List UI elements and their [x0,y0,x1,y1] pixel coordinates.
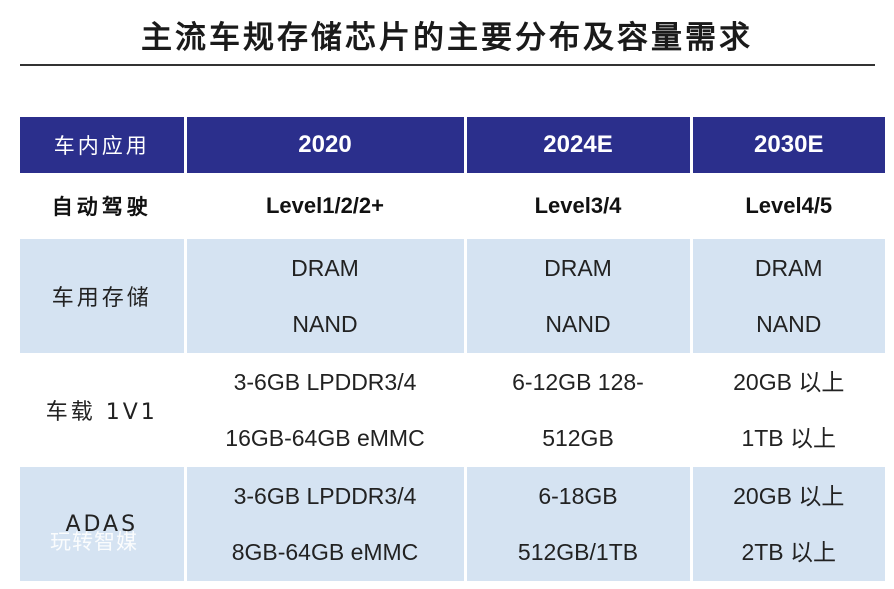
cell-line: 20GB 以上 [733,483,845,509]
table-cell: Level3/4 [465,173,693,239]
cell-line: 8GB-64GB eMMC [231,539,419,565]
cell-line: NAND [756,311,822,337]
header-cell-2030e: 2030E [691,117,885,173]
table-cell: Level1/2/2+ [185,173,467,239]
table-row: ADAS 3-6GB LPDDR3/4 8GB-64GB eMMC 6-18GB… [20,467,885,581]
cell-line: 1TB 以上 [741,425,837,451]
header-cell-application: 车内应用 [20,117,187,173]
table-cell: DRAM NAND [185,239,467,353]
row-label: 自动驾驶 [20,173,187,239]
cell-line: NAND [292,311,358,337]
header-cell-2020: 2020 [185,117,467,173]
cell-line: 512GB/1TB [517,539,639,565]
title-divider [20,64,875,66]
cell-line: DRAM [754,255,823,281]
table-cell: DRAM NAND [691,239,885,353]
table-cell: 6-12GB 128- 512GB [465,353,693,467]
cell-line: 512GB [542,425,614,451]
table-cell: 3-6GB LPDDR3/4 16GB-64GB eMMC [185,353,467,467]
row-label: 车用存储 [20,239,187,353]
cell-line: 3-6GB LPDDR3/4 [233,369,417,395]
cell-line: 6-18GB [538,483,618,509]
row-label: 车载 1V1 [20,353,187,467]
table-row: 车载 1V1 3-6GB LPDDR3/4 16GB-64GB eMMC 6-1… [20,353,885,467]
table-cell: 3-6GB LPDDR3/4 8GB-64GB eMMC [185,467,467,581]
cell-line: DRAM [291,255,359,281]
table-row: 车用存储 DRAM NAND DRAM NAND DRAM NAND [20,239,885,353]
cell-line: 2TB 以上 [741,539,837,565]
cell-line: DRAM [544,255,612,281]
cell-line: 6-12GB 128- [512,369,644,395]
table-cell: Level4/5 [691,173,885,239]
table-cell: 20GB 以上 1TB 以上 [691,353,885,467]
table-cell: 20GB 以上 2TB 以上 [691,467,885,581]
row-label: ADAS [20,467,187,581]
table-row: 自动驾驶 Level1/2/2+ Level3/4 Level4/5 [20,173,885,239]
storage-demand-table: 车内应用 2020 2024E 2030E 自动驾驶 Level1/2/2+ L… [20,117,885,581]
header-cell-2024e: 2024E [465,117,693,173]
cell-line: 16GB-64GB eMMC [225,425,425,451]
cell-line: 20GB 以上 [733,369,845,395]
table-header-row: 车内应用 2020 2024E 2030E [20,117,885,173]
page-title: 主流车规存储芯片的主要分布及容量需求 [141,20,753,56]
cell-line: 3-6GB LPDDR3/4 [233,483,417,509]
table-cell: DRAM NAND [465,239,693,353]
cell-line: NAND [545,311,611,337]
table-cell: 6-18GB 512GB/1TB [465,467,693,581]
